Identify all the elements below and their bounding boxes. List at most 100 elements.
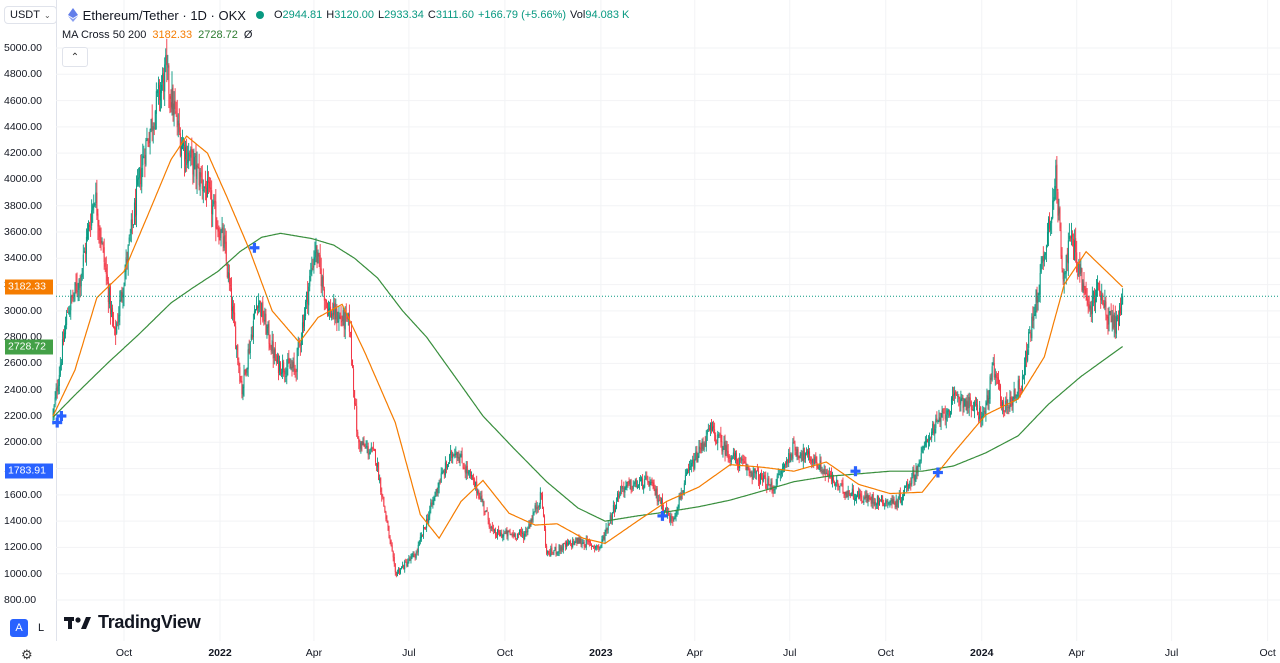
candle-body <box>103 247 105 262</box>
candles-layer <box>52 38 1124 578</box>
candle-body <box>499 531 501 537</box>
candle-body <box>962 397 964 408</box>
candle-body <box>166 54 168 66</box>
candle-body <box>364 445 366 447</box>
candle-body <box>289 364 291 369</box>
market-status-icon[interactable] <box>255 11 264 19</box>
candle-body <box>150 119 152 130</box>
candle-body <box>785 463 787 465</box>
log-scale-toggle[interactable]: L <box>37 622 45 634</box>
auto-scale-toggle[interactable]: A <box>10 619 28 637</box>
candle-body <box>508 531 510 533</box>
candle-body <box>858 490 860 499</box>
candle-body <box>913 469 915 481</box>
candle-body <box>625 485 627 488</box>
candle-body <box>928 441 930 443</box>
candle-body <box>957 396 959 398</box>
candle-body <box>908 484 910 489</box>
candle-body <box>157 82 159 89</box>
candle-body <box>309 275 311 287</box>
candle-body <box>937 421 939 422</box>
candle-body <box>53 405 55 413</box>
candle-body <box>156 90 158 94</box>
candle-body <box>459 457 461 464</box>
gear-icon[interactable]: ⚙ <box>21 647 33 662</box>
x-tick-label: 2022 <box>208 647 232 659</box>
candle-body <box>534 505 536 512</box>
candle-body <box>85 236 87 254</box>
candle-body <box>1076 252 1078 273</box>
candle-body <box>894 503 896 508</box>
candle-body <box>685 472 687 476</box>
candle-body <box>748 467 750 472</box>
currency-select[interactable]: USDT ⌄ <box>4 6 57 24</box>
candle-body <box>196 164 198 180</box>
candle-body <box>332 312 334 317</box>
candle-body <box>613 505 615 512</box>
candle-body <box>620 486 622 495</box>
time-scale[interactable] <box>0 641 1280 661</box>
candle-body <box>349 332 351 333</box>
candle-body <box>925 440 927 443</box>
candle-body <box>885 500 887 504</box>
price-scale[interactable] <box>0 0 57 641</box>
candle-body <box>320 268 322 287</box>
candle-body <box>960 398 962 404</box>
candle-body <box>635 479 637 488</box>
candle-body <box>690 465 692 467</box>
candle-body <box>1049 217 1051 229</box>
candle-body <box>276 355 278 363</box>
candle-body <box>588 541 590 543</box>
candle-body <box>746 465 748 471</box>
candle-body <box>910 483 912 485</box>
candle-body <box>283 362 285 372</box>
candle-body <box>704 443 706 446</box>
candle-body <box>260 301 262 316</box>
candle-body <box>393 557 395 564</box>
candle-body <box>97 213 99 227</box>
candle-body <box>684 475 686 484</box>
candle-body <box>281 372 283 374</box>
candle-body <box>555 547 557 554</box>
candle-body <box>539 491 541 505</box>
candle-body <box>723 441 725 447</box>
ohlc-item: L2933.34 <box>378 9 424 21</box>
symbol-title[interactable]: Ethereum/Tether · 1D · OKX <box>67 8 246 23</box>
candle-body <box>154 111 156 130</box>
candle-body <box>252 320 254 338</box>
indicator-legend[interactable]: MA Cross 50 200 3182.33 2728.72 Ø <box>62 29 252 41</box>
candle-body <box>172 87 174 116</box>
indicator-visibility-icon[interactable]: Ø <box>243 29 253 41</box>
ohlc-key: O <box>273 9 283 21</box>
candle-body <box>959 399 961 406</box>
candle-body <box>388 526 390 539</box>
candle-body <box>664 511 666 512</box>
candle-body <box>251 334 253 338</box>
candle-body <box>1056 164 1058 191</box>
candle-body <box>649 482 651 486</box>
candle-body <box>605 527 607 533</box>
candle-body <box>1069 237 1071 239</box>
tradingview-logo: TradingView <box>64 612 201 633</box>
candle-body <box>450 451 452 456</box>
collapse-legend-button[interactable]: ⌃ <box>62 47 88 67</box>
candle-body <box>311 267 313 272</box>
candle-body <box>665 508 667 512</box>
candle-body <box>697 455 699 462</box>
candle-body <box>452 454 454 459</box>
candle-body <box>357 432 359 439</box>
candle-body <box>632 485 634 490</box>
ma50-line <box>52 135 1124 545</box>
candle-body <box>82 254 84 267</box>
candle-body <box>986 395 988 404</box>
candle-body <box>702 442 704 450</box>
candle-body <box>752 472 754 480</box>
candle-body <box>491 526 493 529</box>
candle-body <box>86 230 88 239</box>
ethereum-icon <box>67 8 78 22</box>
candle-body <box>337 321 339 323</box>
candle-body <box>1026 351 1028 360</box>
candle-body <box>1015 394 1017 399</box>
candle-body <box>877 496 879 505</box>
